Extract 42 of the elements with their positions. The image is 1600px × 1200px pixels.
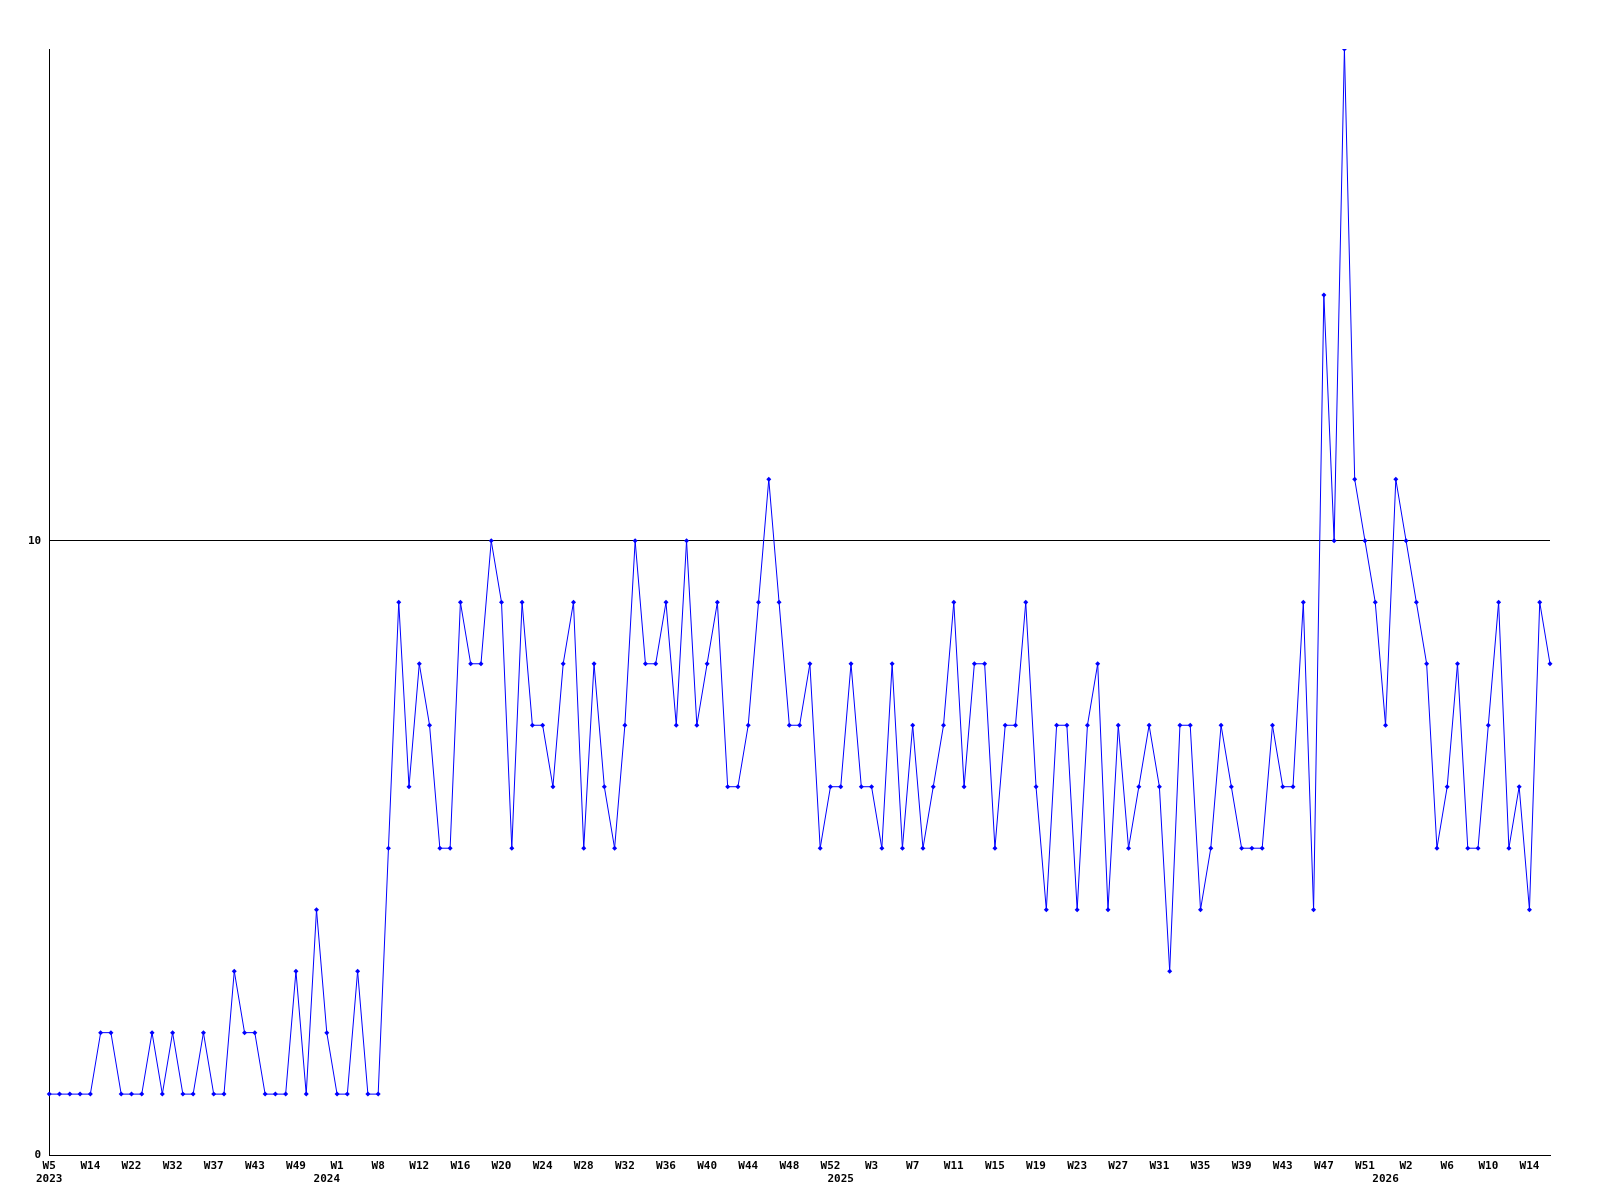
x-tick-label: W47 xyxy=(1313,1159,1334,1173)
x-tick-label: W23 xyxy=(1067,1159,1088,1173)
x-tick-label: W19 xyxy=(1026,1159,1046,1173)
x-tick-label: W3 xyxy=(864,1159,879,1173)
x-tick-label: W35 xyxy=(1190,1159,1211,1173)
x-tick-label: W12 xyxy=(409,1159,430,1173)
x-tick-label: W36 xyxy=(656,1159,677,1173)
x-tick-label: W14 xyxy=(80,1159,101,1173)
x-tick-label: W28 xyxy=(573,1159,594,1173)
x-tick-label: W8 xyxy=(371,1159,385,1173)
x-tick-label: 2026 xyxy=(1372,1172,1400,1186)
x-tick-label: W5 2023 xyxy=(36,1159,63,1186)
x-tick-label: W11 xyxy=(943,1159,965,1173)
x-tick-label: W43 xyxy=(1272,1159,1293,1173)
x-tick-label: W37 xyxy=(203,1159,224,1173)
x-tick-label: W14 xyxy=(1519,1159,1540,1173)
x-tick-label: W31 xyxy=(1149,1159,1170,1173)
x-tick-label: W48 xyxy=(779,1159,800,1173)
x-tick-label: W16 xyxy=(450,1159,471,1173)
x-tick-label: W52 xyxy=(820,1159,841,1173)
y-tick-label: 10 xyxy=(28,533,42,547)
x-tick-label: W2 xyxy=(1399,1159,1413,1173)
x-tick-label: W49 xyxy=(286,1159,306,1173)
x-tick-label: W15 xyxy=(984,1159,1005,1173)
x-tick-label: W32 xyxy=(614,1159,635,1173)
x-tick-label: W1 xyxy=(330,1159,345,1173)
x-tick-label: W27 xyxy=(1108,1159,1129,1173)
x-tick-label: W24 xyxy=(532,1159,553,1173)
x-tick-label: W40 xyxy=(697,1159,718,1173)
x-tick-label: 2024 xyxy=(313,1172,341,1186)
x-tick-label: W51 xyxy=(1355,1159,1376,1173)
x-tick-label: W20 xyxy=(491,1159,512,1173)
x-tick-label: W39 xyxy=(1231,1159,1252,1173)
x-tick-label: W43 xyxy=(244,1159,265,1173)
x-tick-label: W10 xyxy=(1478,1159,1499,1173)
x-tick-label: W22 xyxy=(121,1159,142,1173)
y-tick-label: 0 xyxy=(34,1148,42,1162)
x-tick-label: W44 xyxy=(738,1159,759,1173)
x-tick-label: W32 xyxy=(162,1159,183,1173)
x-tick-label: W6 xyxy=(1440,1159,1455,1173)
x-tick-label: 2025 xyxy=(827,1172,854,1186)
x-tick-label: W7 xyxy=(906,1159,920,1173)
